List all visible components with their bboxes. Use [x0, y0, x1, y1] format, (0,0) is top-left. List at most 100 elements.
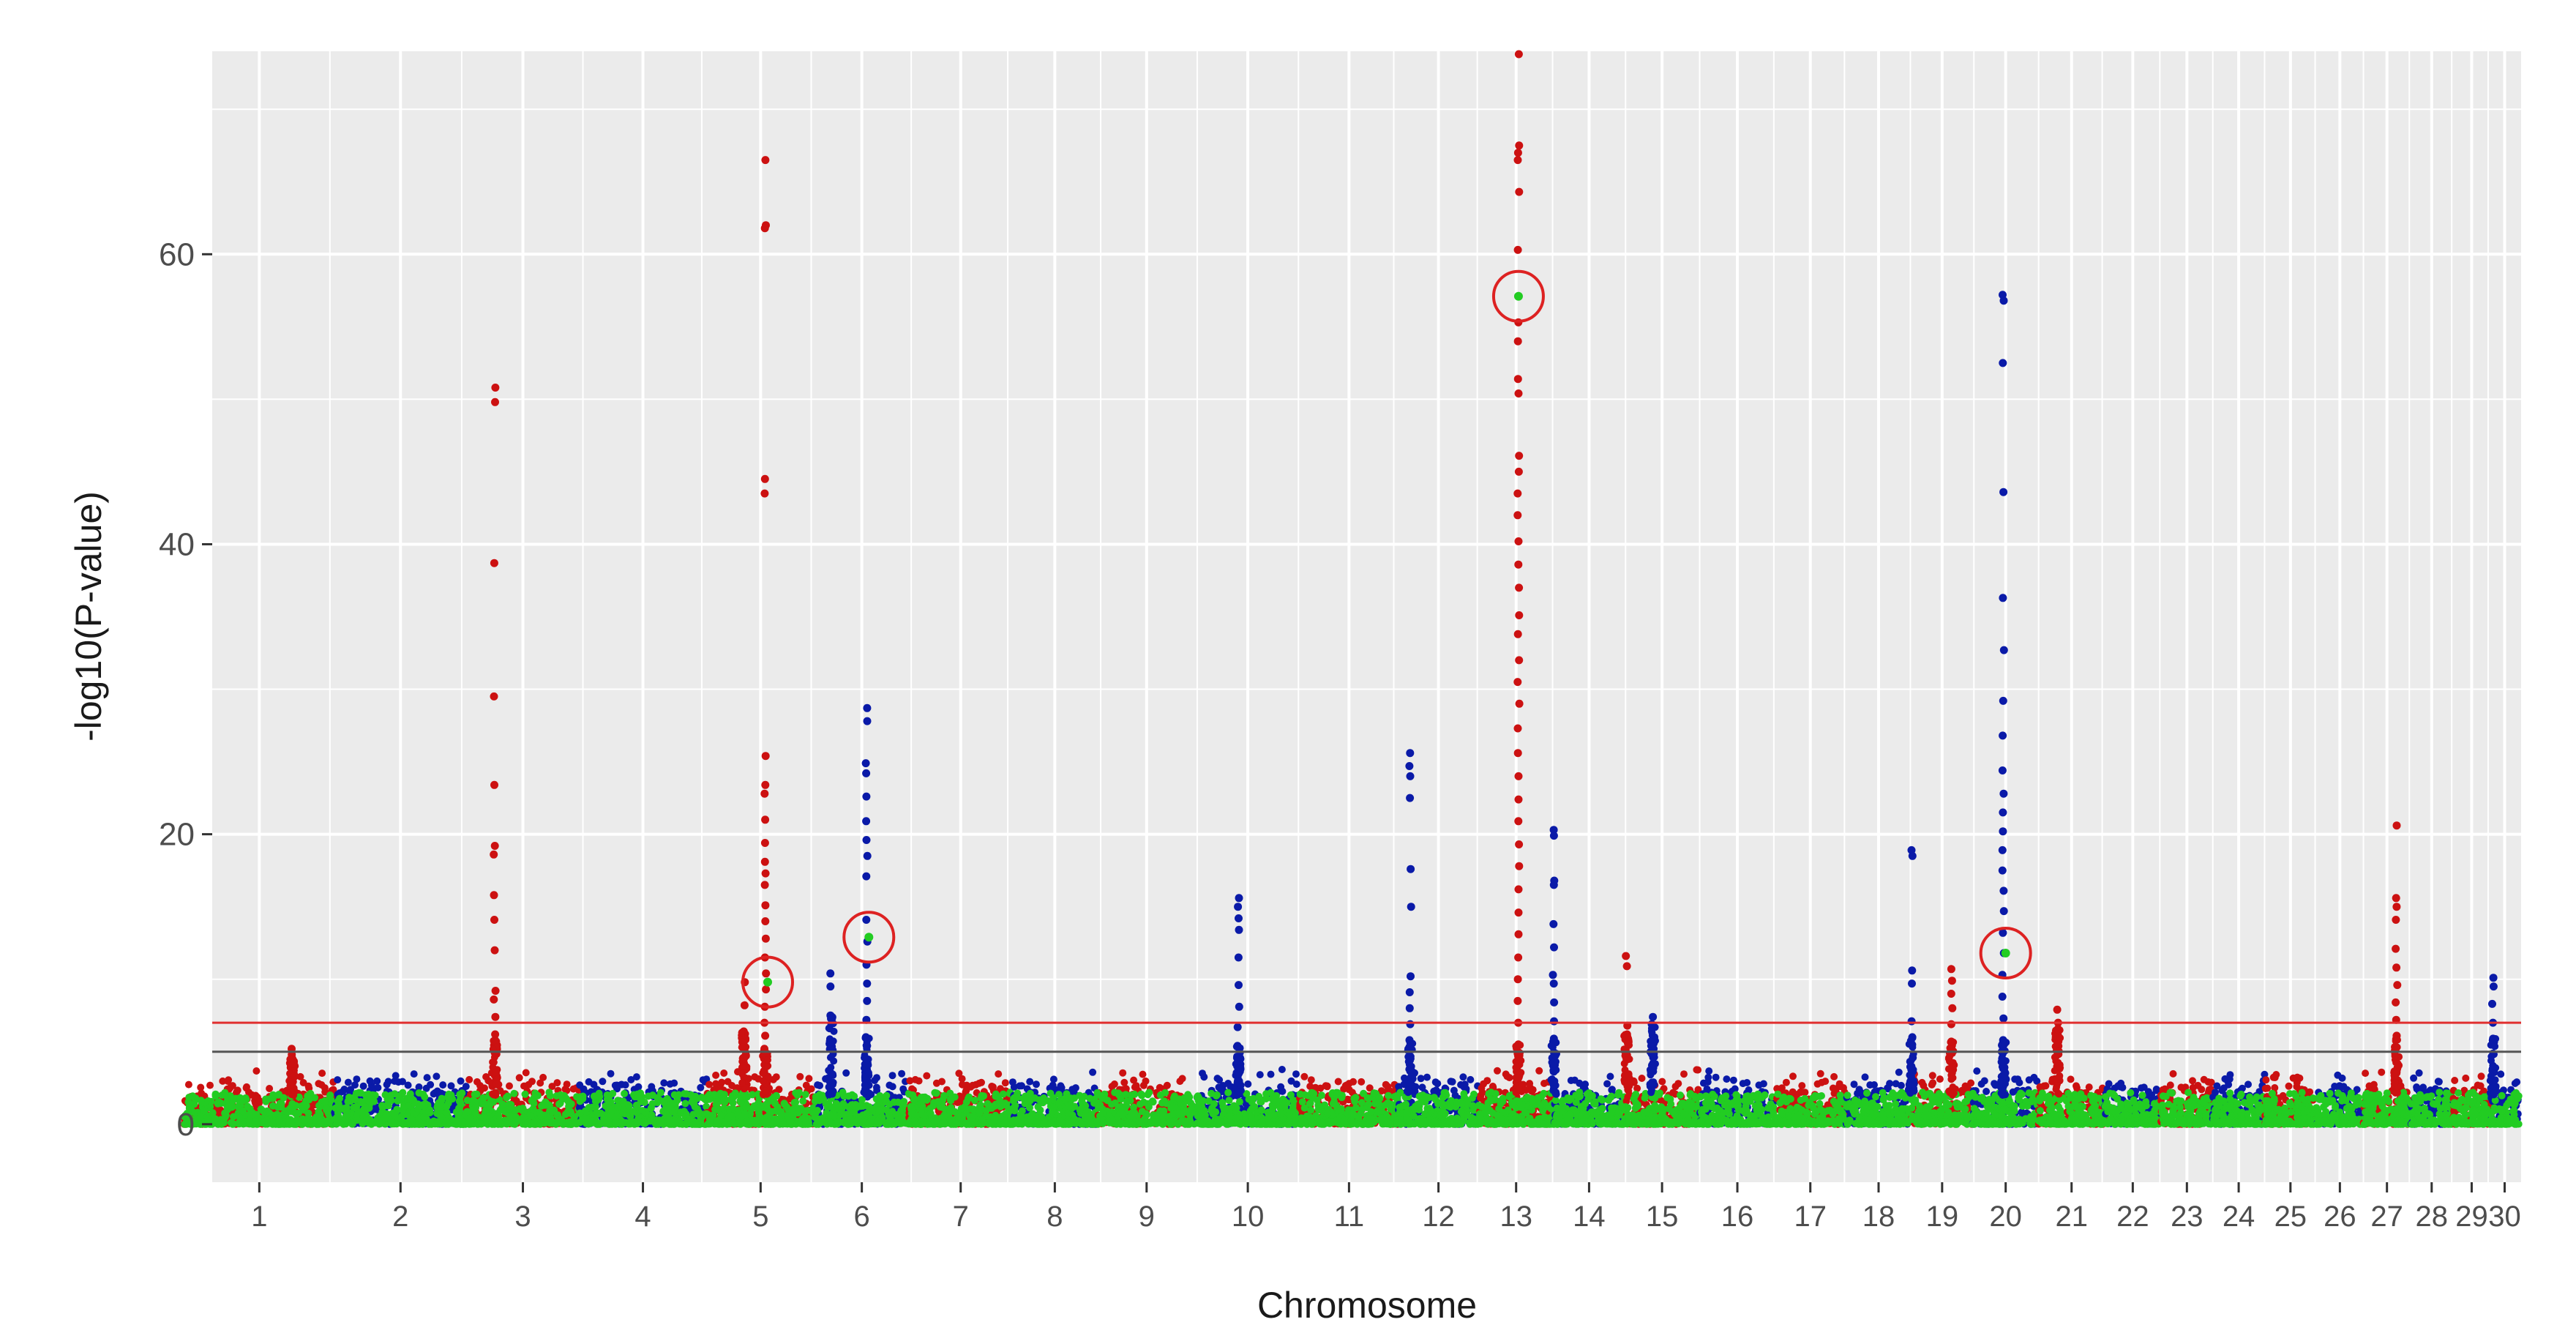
snp-point-green: [201, 1107, 209, 1115]
snp-point-green: [626, 1120, 634, 1128]
snp-point-green: [907, 1105, 916, 1113]
snp-point-green: [1175, 1095, 1183, 1103]
snp-point-green: [1225, 1107, 1233, 1115]
snp-point-green: [1033, 1119, 1041, 1126]
snp-point: [1119, 1069, 1127, 1077]
snp-point-green: [244, 1102, 251, 1110]
snp-point: [296, 1072, 304, 1080]
snp-point-green: [761, 1118, 769, 1126]
snp-point: [886, 1081, 894, 1089]
snp-point: [353, 1075, 361, 1083]
snp-point: [1292, 1080, 1300, 1089]
snp-point-green: [262, 1095, 270, 1103]
snp-point-green: [897, 1110, 905, 1119]
snp-point-green: [846, 1115, 854, 1123]
snp-point-green: [873, 1118, 881, 1125]
snp-point-green: [1161, 1089, 1169, 1097]
snp-point: [1163, 1081, 1171, 1089]
snp-point-green: [654, 1120, 662, 1128]
snp-point: [712, 1071, 720, 1079]
snp-point-green: [315, 1102, 323, 1110]
snp-point-green: [910, 1095, 918, 1102]
snp-point-green: [773, 1106, 781, 1114]
snp-point-green: [618, 1119, 626, 1127]
snp-point-green: [1041, 1119, 1049, 1127]
snp-point-green: [239, 1097, 247, 1105]
snp-point-green: [792, 1098, 800, 1106]
snp-point-green: [724, 1113, 733, 1121]
snp-point-green: [463, 1097, 471, 1105]
snp-point-green: [490, 1120, 498, 1128]
snp-point-green: [713, 1119, 721, 1127]
snp-point-green: [1194, 1102, 1202, 1110]
snp-point: [248, 1091, 256, 1099]
snp-point: [718, 1078, 726, 1086]
snp-point-green: [931, 1089, 939, 1097]
snp-point-green: [1065, 1120, 1073, 1128]
snp-point-green: [1175, 1108, 1183, 1116]
snp-point: [457, 1077, 465, 1085]
snp-point-green: [389, 1119, 397, 1127]
snp-point: [1358, 1078, 1366, 1086]
snp-point: [1010, 1083, 1018, 1091]
snp-point-green: [989, 1120, 997, 1128]
snp-point-green: [566, 1108, 574, 1116]
snp-point-green: [1011, 1117, 1019, 1125]
snp-point-green: [189, 1092, 197, 1100]
snp-point: [252, 1067, 261, 1075]
snp-point-green: [736, 1092, 744, 1100]
snp-point-green: [221, 1089, 229, 1097]
snp-point: [724, 1078, 732, 1086]
snp-point: [634, 1083, 643, 1091]
snp-point-green: [211, 1115, 220, 1123]
snp-point-green: [850, 1102, 858, 1110]
snp-point-green: [321, 1098, 329, 1106]
snp-point-green: [703, 1110, 711, 1118]
snp-point: [958, 1080, 966, 1089]
snp-point-green: [285, 1105, 293, 1113]
snp-point: [1120, 1078, 1128, 1086]
snp-point: [955, 1069, 963, 1078]
snp-point-green: [801, 1115, 809, 1123]
snp-point-green: [792, 1089, 800, 1097]
snp-point-green: [730, 1091, 738, 1100]
snp-point-green: [812, 1114, 820, 1122]
snp-point-green: [1265, 1112, 1273, 1120]
snp-point-green: [665, 1116, 673, 1124]
snp-point-green: [1060, 1095, 1068, 1102]
snp-point-green: [359, 1120, 367, 1127]
snp-point-green: [905, 1120, 913, 1128]
snp-point-green: [300, 1101, 308, 1109]
snp-point-green: [452, 1120, 460, 1128]
snp-point: [462, 1083, 470, 1091]
snp-point-green: [555, 1100, 563, 1108]
snp-point-green: [1258, 1107, 1265, 1115]
snp-point-green: [677, 1108, 685, 1116]
snp-point-green: [323, 1105, 330, 1112]
snp-point-green: [1019, 1094, 1027, 1102]
snp-point-green: [414, 1105, 422, 1113]
snp-point-green: [400, 1103, 408, 1111]
snp-point-green: [277, 1100, 285, 1108]
snp-point-green: [1123, 1097, 1131, 1105]
snp-point-green: [197, 1097, 205, 1105]
snp-point-green: [1099, 1119, 1107, 1127]
snp-point-green: [823, 1103, 831, 1111]
snp-point-green: [729, 1099, 737, 1107]
snp-point-green: [999, 1090, 1007, 1098]
snp-point-green: [1137, 1090, 1145, 1098]
snp-point-green: [831, 1113, 838, 1121]
snp-point-green: [1225, 1097, 1233, 1105]
snp-point: [1139, 1070, 1147, 1078]
snp-point-green: [228, 1103, 236, 1111]
snp-point: [392, 1072, 400, 1080]
snp-point-green: [520, 1107, 528, 1115]
snp-point: [184, 1080, 192, 1089]
snp-point: [219, 1077, 227, 1085]
chromosome-1-points: [180, 1067, 339, 1128]
snp-point: [1216, 1076, 1224, 1084]
snp-point-green: [548, 1108, 556, 1116]
chromosome-2-points: [331, 1070, 471, 1128]
